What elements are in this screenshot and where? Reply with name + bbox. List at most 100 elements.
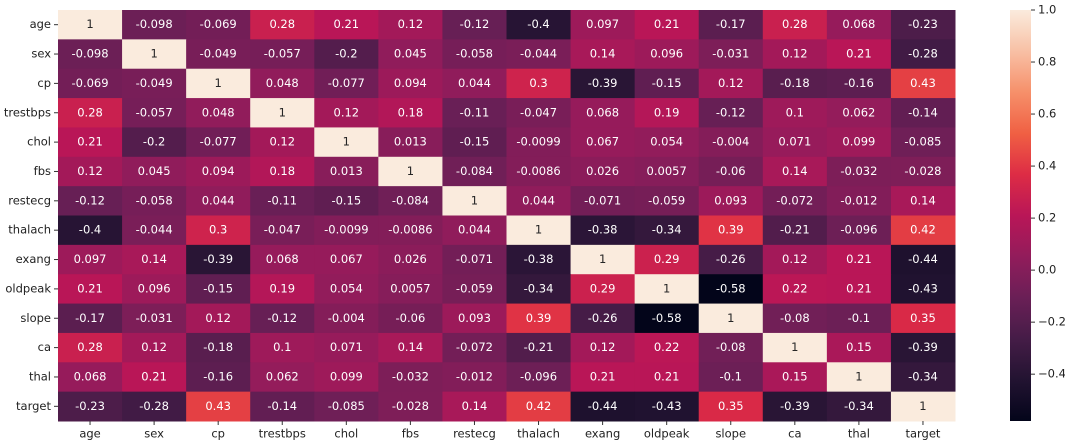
cell-label: 1 [471,193,478,207]
heatmap-cell [250,332,315,363]
cell-label: 0.21 [846,252,872,266]
heatmap-cell [826,39,892,70]
heatmap-cell [378,156,443,187]
cell-label: 1 [727,311,734,325]
cell-label: 0.28 [782,17,808,31]
y-tick-label: oldpeak [5,281,51,295]
heatmap-cell [378,39,443,70]
heatmap-cell [442,244,507,275]
heatmap-cell [506,68,572,99]
y-tick-label: target [16,399,51,413]
heatmap-cell [442,39,507,70]
cell-label: 0.21 [77,281,103,295]
cell-label: -0.15 [331,193,361,207]
heatmap-cell [506,274,572,305]
heatmap-cell [378,186,443,216]
heatmap-cell [250,10,315,40]
cell-label: 1 [919,399,926,413]
cell-label: 0.28 [77,340,103,354]
heatmap-cell [634,215,700,246]
heatmap-cell [506,98,572,128]
cell-label: -0.12 [75,193,105,207]
cell-label: -0.39 [588,76,618,90]
colorbar-tick-label: 0.6 [1038,107,1056,121]
heatmap-cell [826,391,892,422]
heatmap-cell [186,186,251,216]
heatmap-cell [186,98,251,128]
heatmap-cell [314,274,379,305]
heatmap-cell [762,39,828,70]
cell-label: 0.15 [846,340,872,354]
cell-label: 0.3 [529,76,547,90]
heatmap-cell [186,127,251,158]
cell-label: 0.42 [910,223,936,237]
heatmap-cell [122,127,187,158]
cell-label: 0.14 [782,164,808,178]
heatmap-cell [250,186,315,216]
heatmap-cell [442,362,507,393]
cell-label: -0.43 [908,281,938,295]
x-tick-label: ca [788,427,801,441]
cell-label: 0.42 [526,399,552,413]
heatmap-cell [890,156,956,187]
heatmap-cell [58,215,123,246]
cell-label: -0.38 [524,252,554,266]
heatmap-cell [314,332,379,363]
cell-label: 0.048 [202,105,235,119]
x-tick-label: thalach [517,427,560,441]
cell-label: 0.093 [714,193,747,207]
heatmap-cell [122,274,187,305]
heatmap-cell [506,10,572,40]
cell-label: 0.048 [266,76,299,90]
heatmap-cell [314,215,379,246]
cell-label: -0.26 [588,311,618,325]
heatmap-cell [506,39,572,70]
heatmap-cell [58,186,123,216]
cell-label: 0.15 [782,369,808,383]
cell-label: -0.44 [908,252,938,266]
x-tick-label: chol [334,427,358,441]
x-tick-label: target [905,427,940,441]
colorbar-tick-label: −0.4 [1038,367,1065,381]
cell-label: 0.068 [74,369,107,383]
heatmap-cell [698,274,764,305]
heatmap-cell [570,332,636,363]
cell-label: 1 [279,105,286,119]
heatmap-cell [570,362,636,393]
cell-label: -0.12 [716,105,746,119]
cell-label: -0.17 [716,17,746,31]
heatmap-cell [570,10,636,40]
x-tick-label: thal [848,427,870,441]
cell-label: 0.054 [330,281,363,295]
heatmap-cell [442,303,507,334]
heatmap-cell [378,332,443,363]
cell-label: 0.1 [786,105,804,119]
cell-label: -0.21 [780,223,810,237]
x-tick-label: restecg [453,427,496,441]
heatmap-cell [250,391,315,422]
cell-label: -0.071 [584,193,621,207]
cell-label: 0.43 [910,76,936,90]
heatmap-cell [186,362,251,393]
cell-label: -0.012 [840,193,877,207]
heatmap-cell [122,391,187,422]
cell-label: -0.11 [460,105,490,119]
cell-label: -0.031 [136,311,173,325]
cell-label: -0.012 [456,369,493,383]
heatmap-cell [570,244,636,275]
heatmap-cell [890,127,956,158]
cell-label: 0.12 [398,17,424,31]
heatmap-cell [506,391,572,422]
cell-label: -0.096 [520,369,557,383]
cell-label: -0.16 [844,76,874,90]
cell-label: -0.34 [524,281,554,295]
heatmap-cell [890,244,956,275]
heatmap-cell [634,244,700,275]
heatmap-cell [250,362,315,393]
cell-label: 0.044 [458,76,491,90]
heatmap-cell [698,186,764,216]
cell-label: -0.4 [527,17,549,31]
heatmap-cell [378,391,443,422]
heatmap-cell [634,127,700,158]
cell-label: 0.0057 [647,164,687,178]
